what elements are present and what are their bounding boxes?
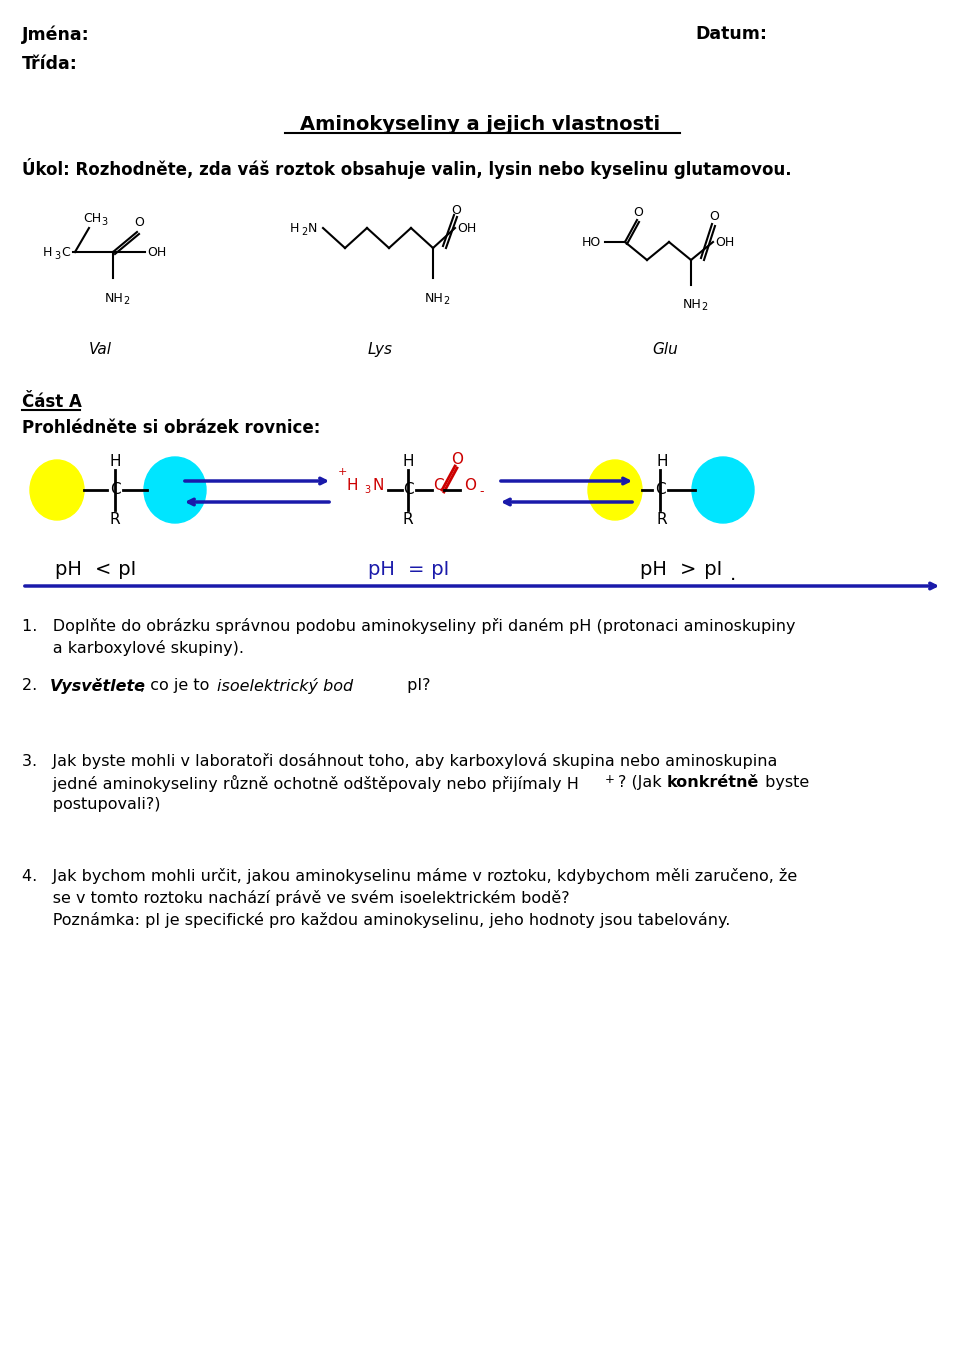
Text: <: <: [95, 560, 111, 579]
Text: Val: Val: [88, 342, 111, 357]
Text: NH: NH: [425, 292, 444, 305]
Text: H: H: [109, 454, 121, 469]
Text: OH: OH: [457, 221, 476, 235]
Text: Datum:: Datum:: [695, 24, 767, 43]
Text: 3: 3: [364, 485, 371, 495]
Text: 2: 2: [443, 296, 449, 306]
Text: Část A: Část A: [22, 393, 82, 411]
Text: H: H: [43, 245, 53, 259]
Text: 2: 2: [301, 226, 307, 237]
Text: NH: NH: [683, 298, 702, 311]
Text: Poznámka: pI je specifické pro každou aminokyselinu, jeho hodnoty jsou tabelován: Poznámka: pI je specifické pro každou am…: [22, 913, 731, 928]
Text: 2: 2: [123, 296, 130, 306]
Text: , co je to: , co je to: [140, 678, 214, 693]
Text: C: C: [402, 483, 414, 498]
Text: 4.   Jak bychom mohli určit, jakou aminokyselinu máme v roztoku, kdybychom měli : 4. Jak bychom mohli určit, jakou aminoky…: [22, 868, 797, 884]
Text: pI: pI: [698, 560, 722, 579]
Text: C: C: [109, 483, 120, 498]
Text: O: O: [451, 453, 463, 468]
Text: 3: 3: [101, 217, 108, 226]
Text: C: C: [655, 483, 665, 498]
Text: a karboxylové skupiny).: a karboxylové skupiny).: [22, 640, 244, 656]
Text: pI?: pI?: [402, 678, 430, 693]
Text: Úkol: Rozhodněte, zda váš roztok obsahuje valin, lysin nebo kyselinu glutamovou.: Úkol: Rozhodněte, zda váš roztok obsahuj…: [22, 159, 792, 179]
Text: pH: pH: [55, 560, 88, 579]
Text: -: -: [479, 485, 484, 499]
Text: .: .: [730, 565, 736, 584]
Text: =: =: [408, 560, 424, 579]
Text: ? (Jak: ? (Jak: [618, 776, 667, 791]
Text: Vysvětlete: Vysvětlete: [50, 678, 146, 694]
Text: N: N: [308, 221, 318, 235]
Text: 3.   Jak byste mohli v laboratoři dosáhnout toho, aby karboxylová skupina nebo a: 3. Jak byste mohli v laboratoři dosáhnou…: [22, 753, 778, 769]
Text: H: H: [346, 479, 357, 494]
Text: pI: pI: [112, 560, 136, 579]
Text: CH: CH: [83, 212, 101, 225]
Text: O: O: [633, 206, 643, 220]
Text: >: >: [680, 560, 696, 579]
Text: pH: pH: [368, 560, 401, 579]
Text: N: N: [372, 479, 383, 494]
Text: 3: 3: [54, 251, 60, 260]
Text: O: O: [451, 203, 461, 217]
Text: pI: pI: [425, 560, 449, 579]
Text: NH: NH: [105, 292, 124, 305]
Text: +: +: [605, 773, 614, 786]
Text: pH: pH: [640, 560, 673, 579]
Text: 1.   Doplňte do obrázku správnou podobu aminokyseliny při daném pH (protonaci am: 1. Doplňte do obrázku správnou podobu am…: [22, 618, 796, 635]
Text: konkrétně: konkrétně: [667, 776, 759, 791]
Text: Prohlédněte si obrázek rovnice:: Prohlédněte si obrázek rovnice:: [22, 419, 321, 437]
Text: jedné aminokyseliny různě ochotně odštěpovaly nebo přijímaly H: jedné aminokyseliny různě ochotně odštěp…: [22, 776, 579, 792]
Text: byste: byste: [760, 776, 809, 791]
Text: H: H: [657, 454, 668, 469]
Text: Glu: Glu: [652, 342, 678, 357]
Text: se v tomto roztoku nachází právě ve svém isoelektrickém bodě?: se v tomto roztoku nachází právě ve svém…: [22, 890, 569, 906]
Text: +: +: [338, 466, 348, 477]
Text: Třída:: Třída:: [22, 56, 78, 73]
Text: postupovali?): postupovali?): [22, 797, 160, 812]
Text: HO: HO: [582, 236, 601, 248]
Text: C: C: [433, 479, 444, 494]
Text: C: C: [61, 245, 70, 259]
Text: R: R: [657, 513, 667, 527]
Text: O: O: [464, 479, 476, 494]
Text: H: H: [290, 221, 300, 235]
Text: Jména:: Jména:: [22, 24, 89, 43]
Text: OH: OH: [715, 236, 734, 248]
Text: 2.: 2.: [22, 678, 53, 693]
Text: OH: OH: [147, 245, 166, 259]
Ellipse shape: [588, 460, 642, 519]
Text: Aminokyseliny a jejich vlastnosti: Aminokyseliny a jejich vlastnosti: [300, 115, 660, 134]
Text: Lys: Lys: [368, 342, 393, 357]
Ellipse shape: [30, 460, 84, 519]
Text: 2: 2: [701, 302, 708, 312]
Text: O: O: [709, 210, 719, 224]
Text: R: R: [109, 513, 120, 527]
Text: O: O: [134, 216, 144, 229]
Ellipse shape: [144, 457, 206, 523]
Ellipse shape: [692, 457, 754, 523]
Text: R: R: [402, 513, 414, 527]
Text: H: H: [402, 454, 414, 469]
Text: isoelektrický bod: isoelektrický bod: [217, 678, 353, 694]
